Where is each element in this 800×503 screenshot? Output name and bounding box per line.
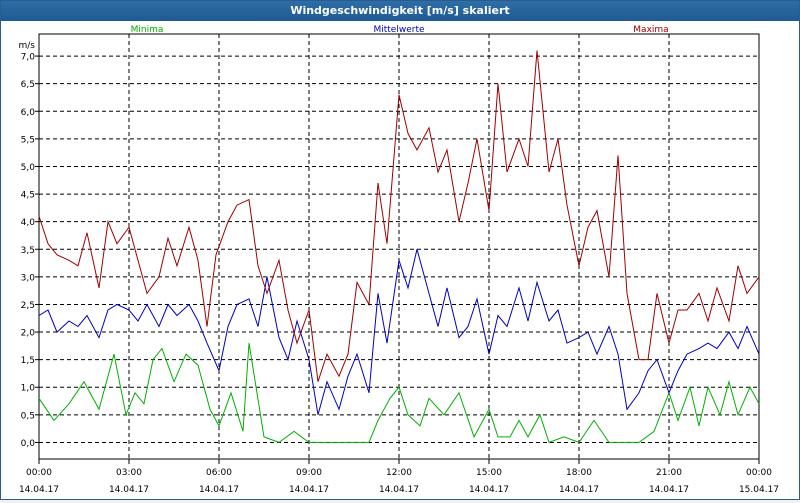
y-tick-label: 1,0 [21,384,36,394]
x-tick-time-label: 09:00 [296,468,322,478]
series-line-mittelwerte [38,249,760,415]
line-chart: 0,0 0,5 1,0 1,5 2,0 2,5 3,0 3,5 4,0 4,5 5,0 5,5 6,0 6… [19,25,780,495]
y-tick-label: 0,0 [21,439,36,449]
series-line-minima [38,343,760,444]
x-tick-date-label: 14.04.17 [199,485,239,495]
x-tick-date-label: 14.04.17 [469,485,509,495]
x-tick-time-label: 15:00 [476,468,502,478]
x-tick-date-label: 14.04.17 [289,485,329,495]
y-tick-label: 3,5 [21,246,35,256]
x-tick-date-label: 14.04.17 [19,485,59,495]
x-tick-date-label: 14.04.17 [379,485,419,495]
x-tick-date-label: 14.04.17 [559,485,599,495]
x-tick-date-label: 14.04.17 [109,485,149,495]
x-tick-date-label: 14.04.17 [649,485,689,495]
x-tick-time-label: 18:00 [566,468,592,478]
y-tick-label: 4,5 [21,191,35,201]
window-title: Windgeschwindigkeit [m/s] skaliert [1,1,799,21]
y-tick-label: 6,5 [21,80,35,90]
y-axis-label: m/s [19,41,36,51]
plot-area: 0,0 0,5 1,0 1,5 2,0 2,5 3,0 3,5 4,0 4,5 5,0 5,5 6,0 6… [1,22,799,499]
y-tick-label: 3,0 [21,273,36,283]
y-tick-label: 5,5 [21,135,35,145]
y-tick-label: 2,5 [21,301,35,311]
y-tick-label: 0,5 [21,411,35,421]
y-tick-label: 6,0 [21,108,36,118]
x-tick-time-label: 00:00 [26,468,52,478]
x-tick-time-label: 00:00 [746,468,772,478]
series-line-maxima [38,50,760,382]
y-tick-label: 7,0 [21,53,36,63]
legend-minima: Minima [131,25,164,35]
x-tick-time-label: 03:00 [116,468,142,478]
x-tick-time-label: 21:00 [656,468,682,478]
y-tick-label: 1,5 [21,356,35,366]
x-tick-time-label: 06:00 [206,468,232,478]
y-tick-label: 2,0 [21,329,36,339]
y-tick-label: 5,0 [21,163,36,173]
x-tick-time-label: 12:00 [386,468,412,478]
legend-mittelwerte: Mittelwerte [373,25,424,35]
y-tick-label: 4,0 [21,218,36,228]
legend-maxima: Maxima [633,25,668,35]
x-tick-date-label: 15.04.17 [739,485,779,495]
